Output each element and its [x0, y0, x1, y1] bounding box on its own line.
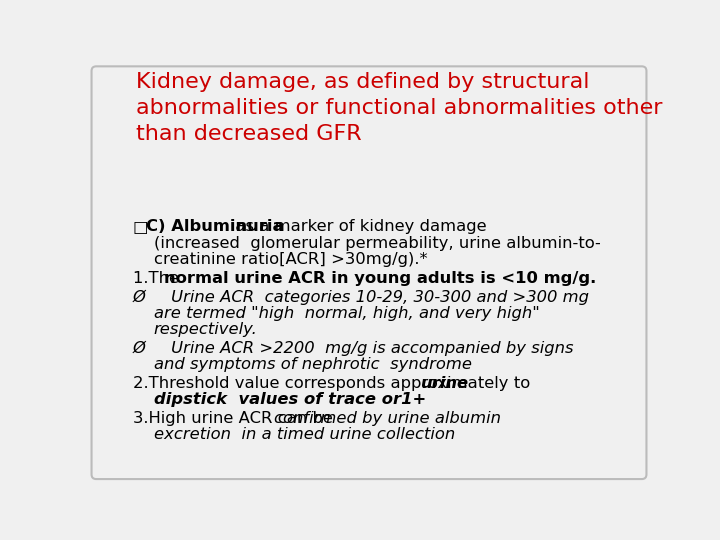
Text: confirmed by urine albumin: confirmed by urine albumin — [274, 410, 500, 426]
FancyBboxPatch shape — [91, 66, 647, 479]
Text: respectively.: respectively. — [153, 322, 258, 337]
Text: and symptoms of nephrotic  syndrome: and symptoms of nephrotic syndrome — [153, 356, 472, 372]
Text: as a marker of kidney damage: as a marker of kidney damage — [230, 219, 486, 234]
Text: dipstick  values of trace or1+: dipstick values of trace or1+ — [153, 392, 426, 407]
Text: Kidney damage, as defined by structural
abnormalities or functional abnormalitie: Kidney damage, as defined by structural … — [137, 72, 663, 144]
Text: normal urine ACR in young adults is <10 mg/g.: normal urine ACR in young adults is <10 … — [163, 271, 596, 286]
Text: Ø     Urine ACR >2200  mg/g is accompanied by signs: Ø Urine ACR >2200 mg/g is accompanied by… — [132, 340, 574, 356]
Text: urine: urine — [420, 376, 468, 391]
Text: 3.High urine ACR can be: 3.High urine ACR can be — [132, 410, 338, 426]
Text: □: □ — [132, 219, 148, 234]
Text: C) Albuminuria: C) Albuminuria — [145, 219, 283, 234]
Text: creatinine ratio[ACR] >30mg/g).*: creatinine ratio[ACR] >30mg/g).* — [153, 252, 427, 267]
Text: are termed "high  normal, high, and very high": are termed "high normal, high, and very … — [153, 306, 539, 321]
Text: Ø     Urine ACR  categories 10-29, 30-300 and >300 mg: Ø Urine ACR categories 10-29, 30-300 and… — [132, 289, 590, 305]
Text: 2.Threshold value corresponds approximately to: 2.Threshold value corresponds approximat… — [132, 376, 535, 391]
Text: 1.The: 1.The — [132, 271, 184, 286]
Text: (increased  glomerular permeability, urine albumin-to-: (increased glomerular permeability, urin… — [153, 236, 600, 251]
Text: excretion  in a timed urine collection: excretion in a timed urine collection — [153, 427, 455, 442]
